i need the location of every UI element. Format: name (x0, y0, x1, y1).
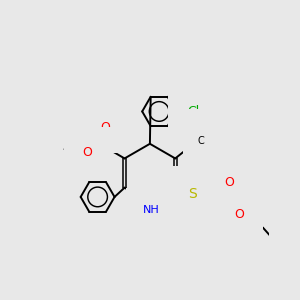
Text: O: O (83, 146, 92, 159)
Text: Cl: Cl (187, 105, 199, 118)
Text: C: C (197, 136, 204, 146)
Text: NH: NH (143, 205, 160, 215)
Text: O: O (234, 208, 244, 221)
Text: N: N (204, 128, 214, 141)
Text: S: S (188, 187, 197, 201)
Text: O: O (224, 176, 234, 189)
Text: O: O (100, 121, 110, 134)
